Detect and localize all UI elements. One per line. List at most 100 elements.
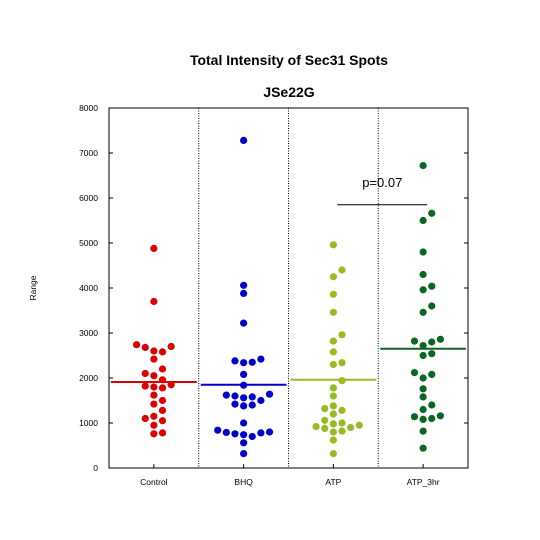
data-point: [265, 390, 274, 398]
data-point: [240, 370, 248, 378]
data-point: [329, 337, 337, 345]
y-tick-label: 0: [93, 463, 98, 473]
data-point: [158, 348, 167, 356]
data-point: [329, 450, 337, 458]
data-point: [436, 335, 445, 343]
data-point: [419, 374, 427, 382]
data-point: [419, 393, 427, 401]
data-point: [338, 419, 346, 427]
data-point: [240, 136, 248, 144]
data-point: [329, 360, 337, 369]
data-point: [240, 419, 248, 427]
data-point: [338, 266, 346, 274]
data-point: [419, 270, 427, 279]
y-tick-label: 2000: [79, 373, 98, 383]
data-point: [428, 370, 436, 378]
data-point: [419, 308, 427, 316]
data-point: [257, 396, 265, 405]
y-axis-label: Range: [28, 275, 38, 300]
data-point: [312, 423, 320, 431]
data-point: [222, 391, 230, 399]
data-point: [419, 248, 427, 256]
data-point: [240, 450, 248, 458]
data-point: [419, 162, 427, 170]
data-point: [222, 428, 230, 437]
data-point: [410, 369, 419, 377]
data-point: [321, 405, 329, 413]
data-point: [428, 350, 436, 358]
data-point: [150, 244, 158, 252]
data-point: [240, 289, 248, 297]
data-point: [329, 308, 337, 316]
data-point: [248, 393, 256, 401]
data-point: [329, 384, 337, 392]
chart-title: Total Intensity of Sec31 Spots: [190, 52, 388, 68]
data-point: [240, 402, 248, 410]
annotation-label: p=0.07: [362, 175, 402, 190]
data-point: [419, 444, 427, 452]
x-tick-label: ATP_3hr: [407, 477, 440, 487]
data-point: [428, 209, 436, 217]
data-point: [231, 430, 239, 438]
data-point: [355, 421, 363, 429]
data-point: [428, 414, 436, 423]
data-point: [329, 392, 337, 400]
data-point: [338, 331, 346, 339]
significance-annotations: p=0.07: [337, 175, 428, 206]
data-point: [419, 405, 427, 414]
data-point: [150, 412, 158, 420]
chart-subtitle: JSe22G: [263, 84, 314, 100]
data-point: [150, 347, 158, 355]
data-point: [141, 414, 149, 423]
data-point: [419, 342, 427, 350]
mean-lines: [111, 347, 466, 386]
data-point: [338, 427, 346, 435]
data-point: [248, 432, 256, 441]
data-point: [329, 420, 337, 428]
data-point: [338, 406, 346, 414]
data-point: [321, 416, 329, 424]
data-point: [338, 359, 346, 367]
data-point: [141, 343, 149, 351]
data-points: [132, 136, 445, 458]
x-tick-label: BHQ: [234, 477, 253, 487]
group-dividers: [198, 108, 379, 468]
y-tick-label: 6000: [79, 193, 98, 203]
data-point: [231, 400, 239, 408]
data-point: [329, 410, 337, 418]
y-axis: 0 1000 2000 3000 4000 5000 6000 7000 8000: [79, 103, 468, 473]
data-point: [158, 384, 167, 392]
y-tick-label: 8000: [79, 103, 98, 113]
data-point: [257, 429, 265, 437]
data-point: [419, 286, 427, 294]
data-point: [428, 302, 436, 310]
data-point: [158, 429, 167, 437]
data-point: [419, 351, 427, 360]
data-point: [329, 290, 337, 298]
data-point: [150, 400, 158, 408]
data-point: [240, 359, 248, 367]
x-tick-label: Control: [140, 477, 168, 487]
data-point: [150, 297, 158, 306]
data-point: [428, 338, 436, 346]
data-point: [150, 430, 158, 438]
data-point: [141, 369, 149, 378]
data-point: [240, 431, 248, 439]
data-point: [419, 216, 427, 225]
data-point: [132, 341, 141, 349]
data-point: [158, 406, 167, 414]
data-point: [329, 241, 337, 249]
data-point: [240, 394, 248, 402]
data-point: [248, 401, 256, 409]
y-tick-label: 5000: [79, 238, 98, 248]
data-point: [428, 401, 436, 409]
data-point: [214, 426, 222, 434]
data-point: [240, 439, 248, 447]
data-point: [248, 358, 256, 366]
data-point: [150, 372, 158, 380]
data-point: [436, 412, 445, 420]
data-point: [231, 392, 239, 400]
data-point: [321, 424, 329, 432]
data-point: [265, 428, 274, 436]
